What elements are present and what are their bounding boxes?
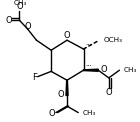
Text: O: O	[6, 16, 12, 25]
Text: O: O	[58, 90, 64, 99]
Text: O: O	[49, 109, 55, 118]
Text: O: O	[64, 31, 70, 40]
Text: O: O	[25, 22, 32, 31]
Text: CH₃: CH₃	[124, 67, 137, 73]
Text: CH₃: CH₃	[83, 110, 96, 116]
Text: O: O	[16, 2, 23, 11]
Text: OCH₃: OCH₃	[103, 37, 122, 43]
Text: ···: ···	[85, 42, 92, 48]
Text: O: O	[106, 88, 112, 97]
Text: ···: ···	[85, 63, 92, 69]
Polygon shape	[66, 80, 68, 96]
Polygon shape	[84, 69, 98, 71]
Text: O: O	[100, 65, 107, 74]
Text: CH₃: CH₃	[14, 0, 27, 6]
Text: F: F	[32, 73, 37, 82]
